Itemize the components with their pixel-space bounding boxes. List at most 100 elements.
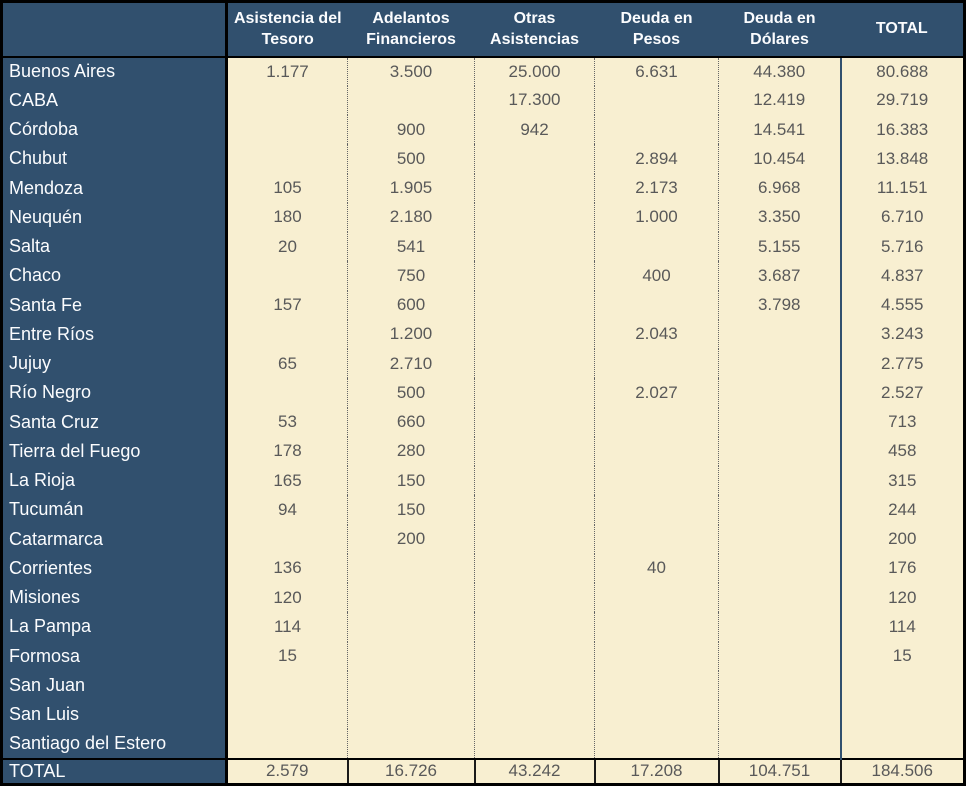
data-cell: 315 [839,466,965,496]
data-cell: 14.541 [718,115,841,145]
data-cell [718,378,841,408]
data-cell: 2.180 [347,202,475,232]
table-row: Entre Ríos 1.200 2.043 3.243 [1,319,965,349]
data-cell [594,436,719,466]
data-cell [226,700,348,730]
data-cell [474,612,595,642]
row-label: San Luis [1,700,228,730]
data-cell: 600 [347,290,475,320]
data-cell: 12.419 [718,85,841,115]
data-cell: 165 [226,466,348,496]
row-label: San Juan [1,670,228,700]
data-cell: 150 [347,495,475,525]
data-cell [474,261,595,291]
data-cell [347,612,475,642]
data-cell [594,232,719,262]
data-cell [474,700,595,730]
data-cell [474,641,595,671]
data-cell: 2.710 [347,349,475,379]
data-cell: 150 [347,466,475,496]
data-cell [718,641,841,671]
total-row: TOTAL 2.579 16.726 43.242 17.208 104.751… [1,757,965,785]
data-cell [347,553,475,583]
col-header-otras-asistencias: Otras Asistencias [474,1,595,58]
data-cell [474,466,595,496]
data-cell: 65 [226,349,348,379]
data-cell: 17.300 [474,85,595,115]
data-cell [594,700,719,730]
col-header-adelantos-financieros: Adelantos Financieros [347,1,475,58]
row-label: La Pampa [1,612,228,642]
data-cell [594,349,719,379]
data-cell: 1.000 [594,202,719,232]
data-cell: 1.177 [226,56,348,86]
data-cell: 5.155 [718,232,841,262]
data-cell [718,670,841,700]
table-row: Tierra del Fuego 178 280 458 [1,436,965,466]
data-cell: 15 [839,641,965,671]
total-cell: 17.208 [593,757,719,785]
data-cell [594,466,719,496]
table-body: Buenos Aires 1.177 3.500 25.000 6.631 44… [1,56,965,759]
data-cell: 2.775 [839,349,965,379]
table-row: Córdoba 900 942 14.541 16.383 [1,115,965,145]
data-cell [474,232,595,262]
data-cell: 4.837 [839,261,965,291]
data-cell: 29.719 [839,85,965,115]
data-cell: 2.173 [594,173,719,203]
data-cell: 11.151 [839,173,965,203]
data-cell [718,524,841,554]
data-cell [226,261,348,291]
data-cell [347,700,475,730]
data-cell [474,202,595,232]
data-cell [839,670,965,700]
data-cell: 280 [347,436,475,466]
data-cell [594,85,719,115]
data-cell: 44.380 [718,56,841,86]
data-cell [474,144,595,174]
data-cell [718,495,841,525]
row-label: Buenos Aires [1,56,228,86]
data-cell [226,319,348,349]
data-cell: 114 [839,612,965,642]
data-cell [718,436,841,466]
data-cell: 4.555 [839,290,965,320]
data-cell [594,495,719,525]
data-cell [226,85,348,115]
data-cell: 3.350 [718,202,841,232]
row-label: Entre Ríos [1,319,228,349]
data-cell: 2.043 [594,319,719,349]
table-row: Santa Cruz 53 660 713 [1,407,965,437]
data-cell [226,144,348,174]
col-header-total: TOTAL [840,1,965,58]
data-cell [474,173,595,203]
data-cell [474,670,595,700]
data-cell [594,524,719,554]
data-cell: 180 [226,202,348,232]
col-header-deuda-en-pesos: Deuda en Pesos [594,1,719,58]
table-row: Tucumán 94 150 244 [1,495,965,525]
data-cell [718,583,841,613]
data-cell: 541 [347,232,475,262]
data-cell: 178 [226,436,348,466]
data-cell [839,729,965,759]
data-cell: 942 [474,115,595,145]
data-cell [474,583,595,613]
data-cell: 80.688 [839,56,965,86]
data-cell [594,612,719,642]
data-cell [347,670,475,700]
table-row: Chubut 500 2.894 10.454 13.848 [1,144,965,174]
row-label: Santa Fe [1,290,228,320]
row-label: Santiago del Estero [1,729,228,759]
row-label: Córdoba [1,115,228,145]
data-cell [718,700,841,730]
table-row: Catarmarca 200 200 [1,524,965,554]
row-label: Tierra del Fuego [1,436,228,466]
data-cell [594,641,719,671]
data-cell [347,85,475,115]
data-cell [718,407,841,437]
data-cell: 53 [226,407,348,437]
data-cell [474,378,595,408]
data-cell: 114 [226,612,348,642]
table-row: Chaco 750 400 3.687 4.837 [1,261,965,291]
